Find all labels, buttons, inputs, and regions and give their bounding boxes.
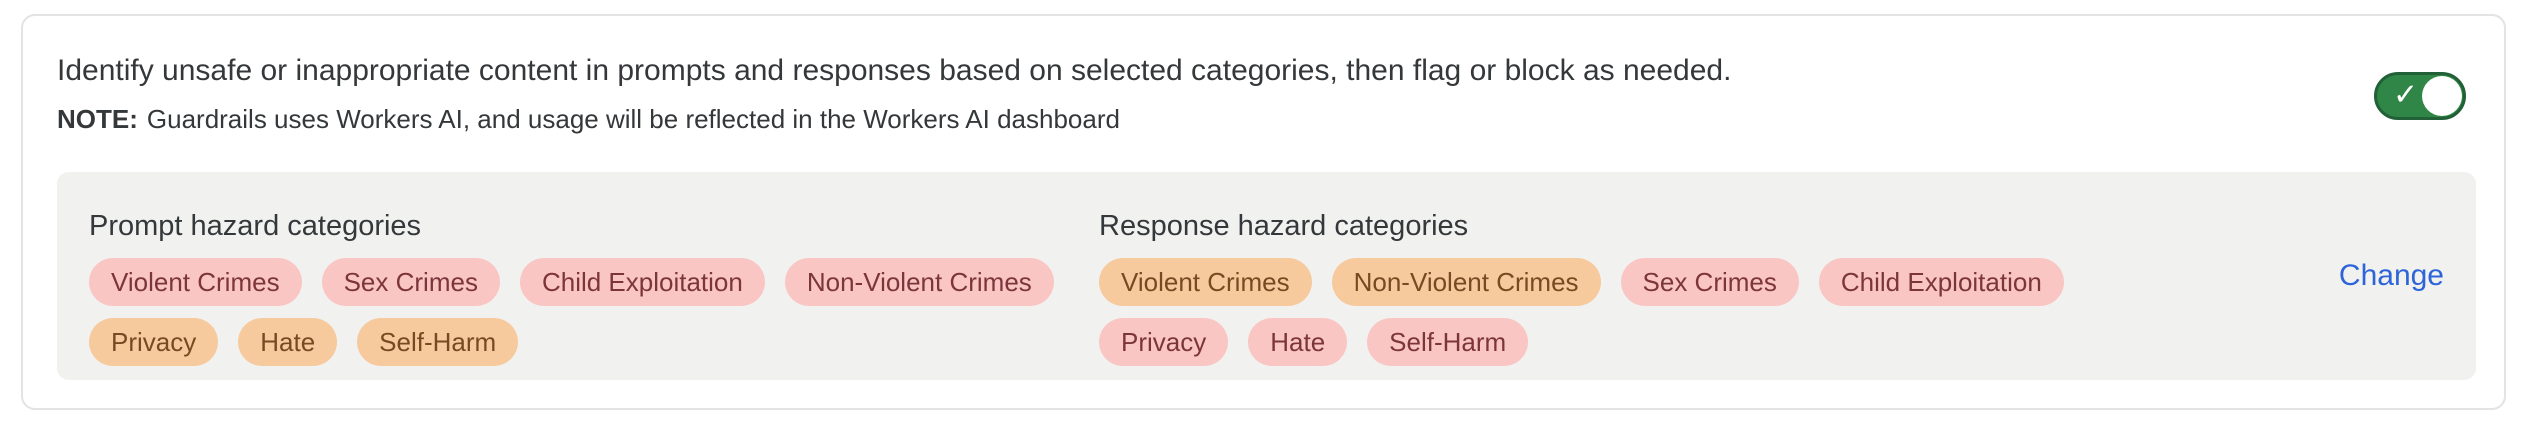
- prompt-pill-row: Privacy Hate Self-Harm: [89, 318, 1099, 366]
- category-pill-privacy: Privacy: [1099, 318, 1229, 366]
- prompt-pill-row: Violent Crimes Sex Crimes Child Exploitati…: [89, 258, 1099, 306]
- note-body: Guardrails uses Workers AI, and usage wi…: [146, 104, 1120, 134]
- category-pill-violent-crimes: Violent Crimes: [89, 258, 302, 306]
- response-pill-row: Privacy Hate Self-Harm: [1099, 318, 2109, 366]
- category-pill-sex-crimes: Sex Crimes: [1620, 258, 1799, 306]
- category-pill-child-exploitation: Child Exploitation: [519, 258, 765, 306]
- response-hazard-title: Response hazard categories: [1099, 210, 1469, 242]
- guardrails-enabled-toggle[interactable]: ✓: [2374, 72, 2466, 120]
- category-pill-hate: Hate: [1248, 318, 1348, 366]
- category-pill-sex-crimes: Sex Crimes: [321, 258, 500, 306]
- guardrails-settings-card: Identify unsafe or inappropriate content…: [21, 14, 2506, 410]
- hazard-categories-panel: Prompt hazard categories Violent Crimes S…: [57, 172, 2476, 380]
- category-pill-non-violent-crimes: Non-Violent Crimes: [784, 258, 1054, 306]
- category-pill-self-harm: Self-Harm: [357, 318, 519, 366]
- category-pill-hate: Hate: [238, 318, 338, 366]
- change-button[interactable]: Change: [2338, 259, 2444, 292]
- toggle-knob: [2422, 76, 2462, 116]
- category-pill-non-violent-crimes: Non-Violent Crimes: [1331, 258, 1601, 306]
- note-label: NOTE:: [57, 104, 138, 134]
- category-pill-violent-crimes: Violent Crimes: [1099, 258, 1312, 306]
- category-pill-self-harm: Self-Harm: [1367, 318, 1529, 366]
- response-hazard-section: Response hazard categories Violent Crime…: [1099, 210, 2109, 378]
- check-icon: ✓: [2393, 78, 2419, 112]
- prompt-hazard-title: Prompt hazard categories: [89, 210, 422, 242]
- guardrails-description: Identify unsafe or inappropriate content…: [57, 54, 1732, 87]
- response-pill-row: Violent Crimes Non-Violent Crimes Sex Crim…: [1099, 258, 2109, 306]
- prompt-hazard-section: Prompt hazard categories Violent Crimes S…: [89, 210, 1099, 378]
- category-pill-child-exploitation: Child Exploitation: [1818, 258, 2064, 306]
- response-hazard-pills: Violent Crimes Non-Violent Crimes Sex Crim…: [1099, 258, 2109, 366]
- prompt-hazard-pills: Violent Crimes Sex Crimes Child Exploitati…: [89, 258, 1099, 366]
- category-pill-privacy: Privacy: [89, 318, 219, 366]
- guardrails-note: NOTE: Guardrails uses Workers AI, and usa…: [57, 102, 1120, 136]
